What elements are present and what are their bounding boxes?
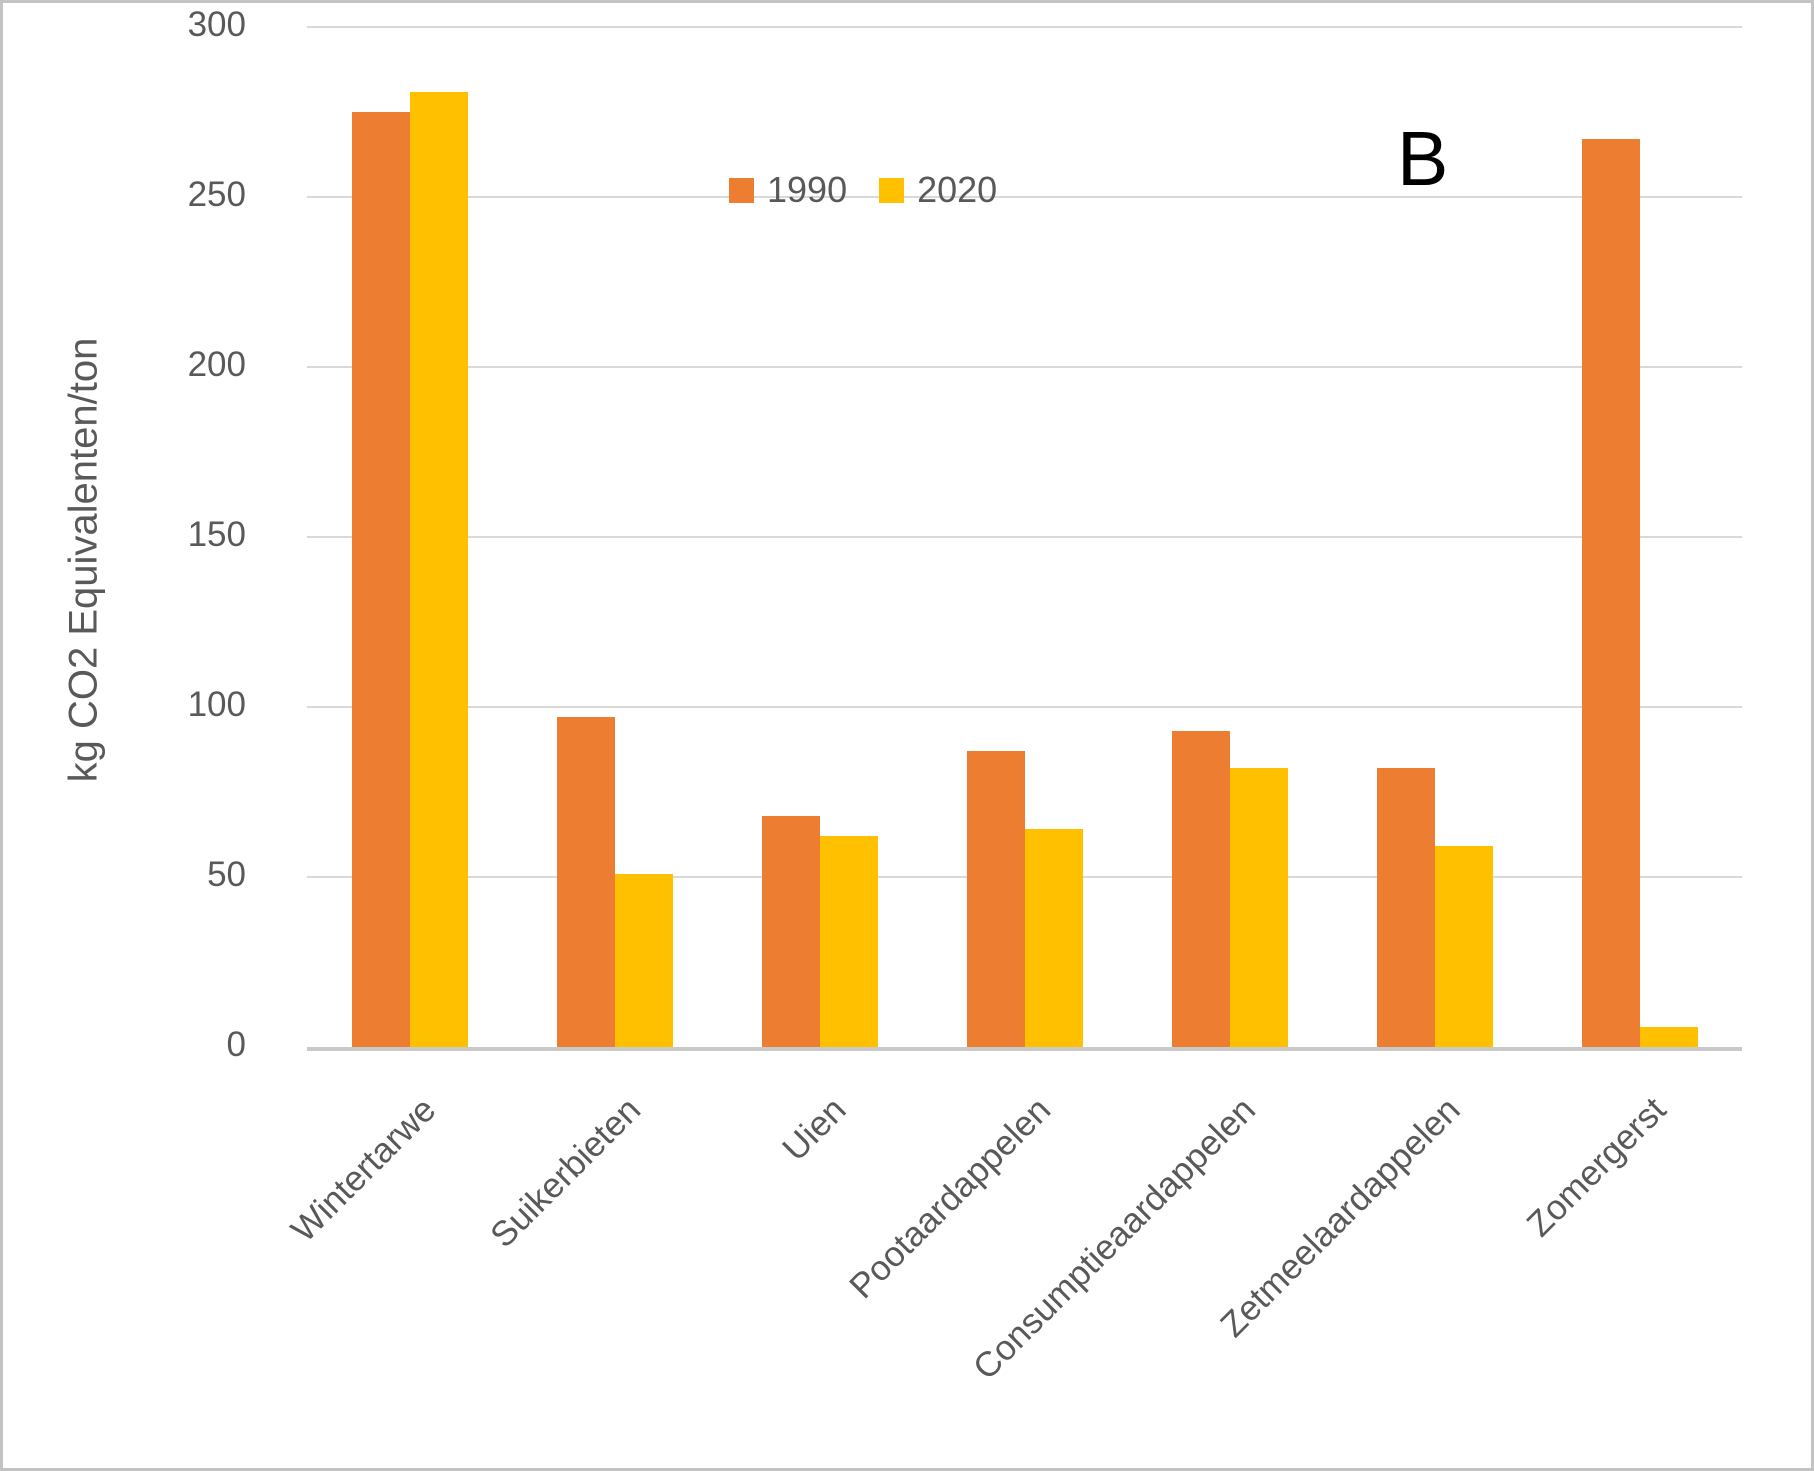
legend-item-2020: 2020 (879, 172, 997, 208)
bar-2020-pootaardappelen (1024, 829, 1083, 1047)
panel-label: B (1397, 116, 1449, 202)
bar-1990-uien (761, 816, 820, 1047)
category-label-suikerbieten: Suikerbieten (482, 1090, 649, 1256)
bar-2020-suikerbieten (614, 874, 673, 1047)
bar-2020-wintertarwe (409, 92, 468, 1047)
bar-1990-pootaardappelen (966, 751, 1025, 1047)
y-tick-label-300: 300 (187, 5, 246, 44)
legend-swatch-2020 (879, 177, 905, 203)
bar-2020-zomergerst (1639, 1027, 1698, 1047)
gridline-y-250 (307, 196, 1742, 198)
y-tick-label-200: 200 (187, 345, 246, 384)
legend-label-1990: 1990 (767, 169, 848, 210)
gridline-y-100 (307, 706, 1742, 708)
category-label-wintertarwe: Wintertarwe (283, 1090, 444, 1250)
bar-2020-zetmeelaardappelen (1434, 846, 1493, 1047)
bar-1990-suikerbieten (556, 717, 615, 1047)
legend: 1990 2020 (729, 172, 997, 208)
legend-label-2020: 2020 (917, 169, 998, 210)
bar-1990-wintertarwe (351, 112, 410, 1047)
category-label-pootaardappelen: Pootaardappelen (841, 1090, 1059, 1307)
bar-1990-zetmeelaardappelen (1376, 768, 1435, 1047)
y-tick-label-50: 50 (207, 855, 246, 894)
y-axis-title: kg CO2 Equivalenten/ton (61, 337, 106, 783)
bar-2020-uien (819, 836, 878, 1047)
category-label-uien: Uien (774, 1090, 854, 1169)
y-tick-label-100: 100 (187, 685, 246, 724)
x-axis-line (307, 1047, 1742, 1051)
bar-1990-zomergerst (1581, 139, 1640, 1047)
y-tick-label-150: 150 (187, 515, 246, 554)
gridline-y-300 (307, 26, 1742, 28)
gridline-y-200 (307, 366, 1742, 368)
y-tick-label-250: 250 (187, 175, 246, 214)
gridline-y-150 (307, 536, 1742, 538)
bar-1990-consumptieaardappelen (1171, 731, 1230, 1047)
legend-swatch-1990 (729, 177, 754, 203)
bar-2020-consumptieaardappelen (1229, 768, 1288, 1047)
y-tick-label-0: 0 (226, 1025, 246, 1064)
legend-item-1990: 1990 (729, 172, 847, 208)
category-label-zomergerst: Zomergerst (1518, 1090, 1674, 1245)
